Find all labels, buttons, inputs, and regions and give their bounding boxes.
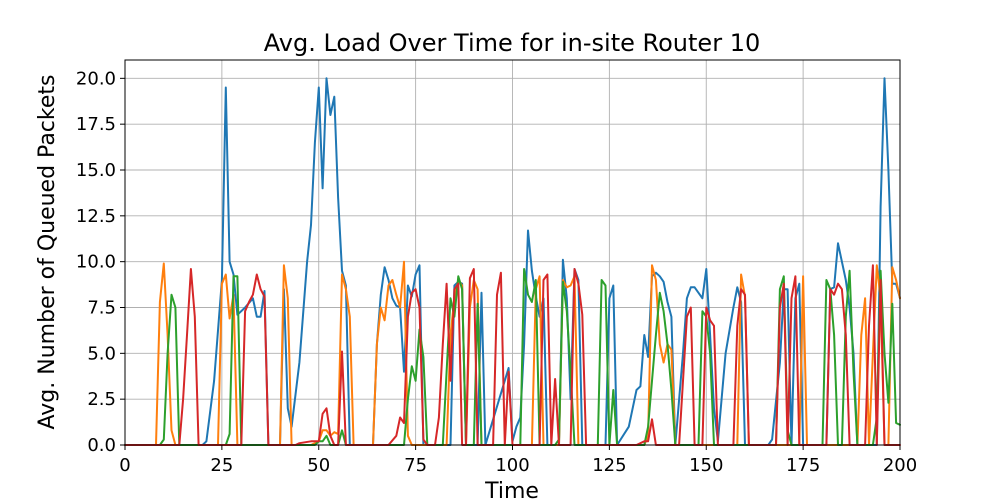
grid-lines [124, 60, 901, 446]
axis-ticks: 0 25 50 75 100 125 150 175 200 0.0 2.5 5.0 7.5 10.0 12… [76, 68, 917, 476]
y-tick-label: 0.0 [87, 435, 116, 456]
y-tick-label: 17.5 [76, 114, 116, 135]
y-tick-label: 20.0 [76, 68, 116, 89]
x-tick-label: 0 [119, 455, 130, 476]
y-tick-label: 7.5 [87, 298, 116, 319]
y-tick-label: 12.5 [76, 206, 116, 227]
x-tick-label: 175 [786, 455, 820, 476]
y-tick-label: 2.5 [87, 389, 116, 410]
x-tick-label: 125 [592, 455, 626, 476]
y-tick-label: 10.0 [76, 252, 116, 273]
y-tick-label: 15.0 [76, 160, 116, 181]
x-tick-label: 150 [689, 455, 723, 476]
x-tick-label: 50 [307, 455, 330, 476]
series-line-1 [124, 77, 901, 446]
x-tick-label: 200 [883, 455, 917, 476]
y-tick-label: 5.0 [87, 343, 116, 364]
x-tick-label: 75 [404, 455, 427, 476]
x-axis-label: Time [484, 479, 539, 500]
y-axis-label: Avg. Number of Queued Packets [35, 75, 60, 430]
x-tick-label: 100 [495, 455, 529, 476]
x-tick-label: 25 [210, 455, 233, 476]
chart-title: Avg. Load Over Time for in-site Router 1… [264, 29, 760, 57]
